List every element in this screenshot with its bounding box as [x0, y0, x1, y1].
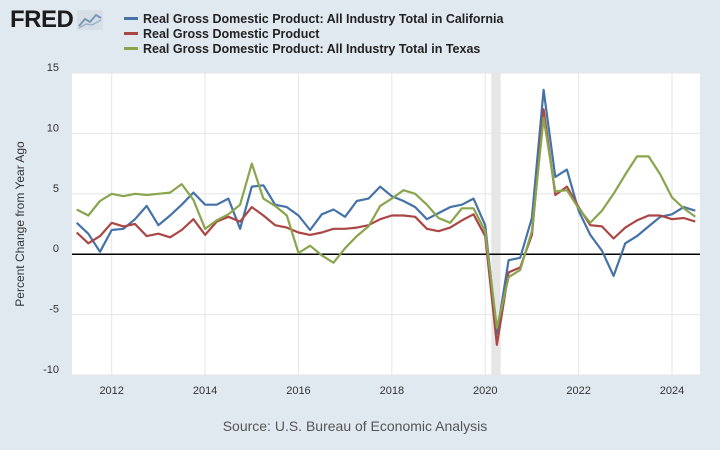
y-tick-label: 15: [47, 62, 59, 74]
series-line-texas: [76, 116, 696, 329]
y-axis-label: Percent Change from Year Ago: [13, 141, 27, 307]
x-tick-label: 2016: [286, 385, 310, 397]
recession-band: [491, 73, 501, 375]
y-tick-label: 5: [53, 183, 59, 195]
y-tick-label: -10: [43, 364, 59, 376]
axes: 15 10 5 0 -5 -10 2012 2014 2016 2018 2020 2022 2024: [43, 62, 700, 397]
legend: Real Gross Domestic Product: All Industr…: [124, 11, 503, 56]
x-tick-label: 2018: [380, 385, 404, 397]
legend-item-texas[interactable]: Real Gross Domestic Product: All Industr…: [124, 41, 503, 56]
series-line-us: [75, 108, 696, 346]
source-note: Source: U.S. Bureau of Economic Analysis: [222, 418, 488, 434]
fred-logo[interactable]: FRED: [10, 6, 104, 34]
y-tick-label: 0: [53, 243, 59, 255]
plot-area: [72, 73, 700, 375]
legend-swatch-california: [124, 17, 138, 20]
x-tick-label: 2012: [99, 385, 123, 397]
fred-logo-text: FRED: [10, 6, 74, 33]
x-tick-label: 2022: [566, 385, 590, 397]
legend-item-us[interactable]: Real Gross Domestic Product: [124, 26, 503, 41]
legend-swatch-texas: [124, 47, 138, 50]
x-tick-label: 2014: [193, 385, 217, 397]
x-tick-label: 2024: [660, 385, 684, 397]
legend-item-california[interactable]: Real Gross Domestic Product: All Industr…: [124, 11, 503, 26]
y-tick-label: -5: [49, 304, 59, 316]
legend-swatch-us: [124, 32, 138, 35]
series-line-california: [75, 88, 696, 335]
grid-lines: [72, 72, 700, 376]
series-lines: [75, 88, 696, 346]
legend-label-texas: Real Gross Domestic Product: All Industr…: [143, 41, 481, 56]
y-tick-label: 10: [47, 122, 59, 134]
legend-label-us: Real Gross Domestic Product: [143, 26, 320, 41]
line-graph-icon: [77, 10, 104, 30]
x-tick-label: 2020: [473, 385, 497, 397]
recession-bands: [491, 73, 501, 375]
legend-label-california: Real Gross Domestic Product: All Industr…: [143, 11, 504, 26]
